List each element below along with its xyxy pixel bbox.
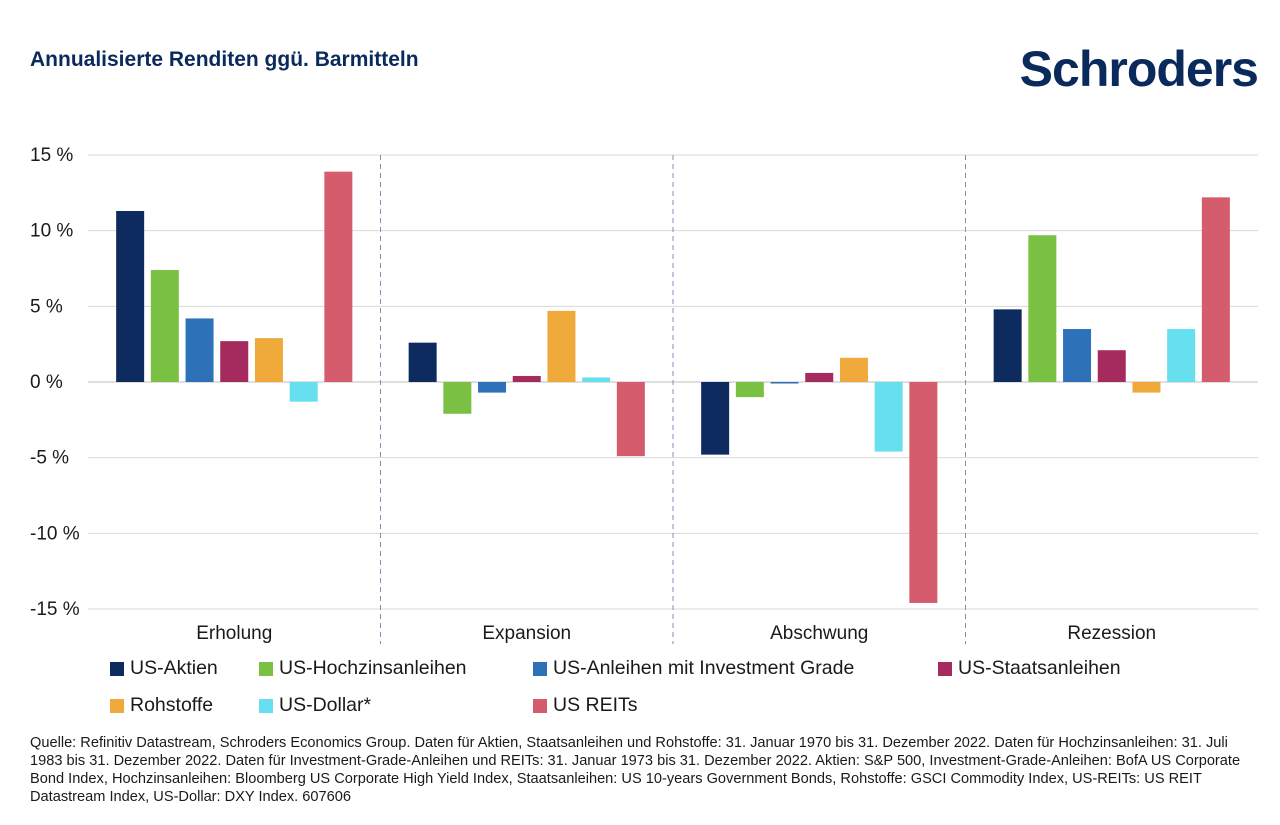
- bar: [582, 377, 611, 382]
- bar: [1028, 235, 1057, 382]
- x-category-label: Expansion: [482, 623, 571, 644]
- bar: [185, 318, 214, 382]
- chart-legend: US-Aktien US-Hochzinsanleihen US-Anleihe…: [0, 657, 1280, 727]
- bar: [408, 342, 437, 382]
- bar: [443, 382, 472, 414]
- bar: [324, 171, 353, 382]
- x-category-label: Rezession: [1067, 623, 1156, 644]
- bar: [839, 357, 868, 382]
- bar: [150, 270, 179, 382]
- legend-label: US-Staatsanleihen: [958, 657, 1121, 679]
- bar: [701, 382, 730, 455]
- y-tick-label: -10 %: [30, 523, 80, 544]
- bar: [1097, 350, 1126, 382]
- brand-logo: Schroders: [1019, 41, 1259, 97]
- x-category-label: Erholung: [196, 623, 272, 644]
- legend-swatch: [110, 661, 124, 676]
- legend-item-us-reits: US REITs: [533, 694, 638, 717]
- legend-label: US REITs: [553, 694, 638, 716]
- legend-label: Rohstoffe: [130, 694, 214, 716]
- bar: [220, 341, 249, 382]
- bar: [735, 382, 764, 398]
- legend-item-us-dollar: US-Dollar*: [259, 694, 371, 717]
- bar: [512, 375, 541, 382]
- bar: [616, 382, 645, 457]
- bar: [805, 372, 834, 382]
- bar: [289, 382, 318, 402]
- bar: [1132, 382, 1161, 393]
- x-category-label: Abschwung: [770, 623, 868, 644]
- legend-swatch: [259, 698, 273, 713]
- bar-chart: 15 % 10 % 5 % 0 % -5 % -10 % -15 % Erholung Expa…: [30, 145, 1258, 644]
- y-tick-label: -15 %: [30, 599, 80, 620]
- legend-swatch: [533, 698, 547, 713]
- source-note: Quelle: Refinitiv Datastream, Schroders …: [30, 735, 1241, 805]
- legend-label: US-Aktien: [130, 657, 218, 679]
- bar: [478, 382, 507, 393]
- y-tick-label: 0 %: [30, 372, 63, 393]
- legend-swatch: [938, 661, 952, 676]
- legend-item-us-hochzinsanleihen: US-Hochzinsanleihen: [259, 657, 467, 680]
- bar: [1063, 329, 1092, 382]
- y-tick-label: 15 %: [30, 145, 73, 166]
- bar: [1201, 197, 1230, 382]
- legend-item-rohstoffe: Rohstoffe: [110, 694, 213, 717]
- legend-item-us-aktien: US-Aktien: [110, 657, 218, 680]
- y-tick-label: -5 %: [30, 448, 69, 469]
- bar: [254, 338, 283, 382]
- legend-item-us-staatsanleihen: US-Staatsanleihen: [938, 657, 1121, 680]
- legend-label: US-Hochzinsanleihen: [279, 657, 467, 679]
- bar: [770, 382, 799, 384]
- bar: [909, 382, 938, 603]
- legend-item-us-anleihen-ig: US-Anleihen mit Investment Grade: [533, 657, 854, 680]
- y-tick-label: 10 %: [30, 221, 73, 242]
- legend-swatch: [259, 661, 273, 676]
- legend-swatch: [533, 661, 547, 676]
- bar: [993, 309, 1022, 382]
- bar: [547, 310, 576, 382]
- legend-label: US-Anleihen mit Investment Grade: [553, 657, 855, 679]
- legend-label: US-Dollar*: [279, 694, 372, 716]
- bar: [874, 382, 903, 452]
- bar: [116, 210, 145, 382]
- bar: [1167, 329, 1196, 382]
- y-tick-label: 5 %: [30, 296, 63, 317]
- chart-title: Annualisierte Renditen ggü. Barmitteln: [30, 48, 419, 71]
- legend-swatch: [110, 698, 124, 713]
